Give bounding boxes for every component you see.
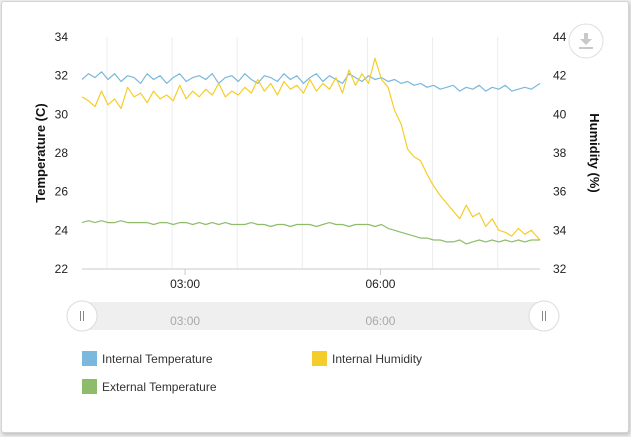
y-right-tick-label: 36 xyxy=(553,185,567,199)
legend-swatch xyxy=(312,351,327,366)
navigator-track[interactable] xyxy=(82,302,544,330)
legend-swatch xyxy=(82,351,97,366)
legend-item-external-temperature[interactable]: External Temperature xyxy=(82,379,217,394)
x-ticks: 03:00 06:00 xyxy=(170,269,396,291)
legend-label: Internal Temperature xyxy=(102,352,213,366)
y-right-tick-label: 32 xyxy=(553,262,567,276)
y-right-tick-label: 44 xyxy=(553,30,567,44)
y-right-tick-label: 42 xyxy=(553,69,567,83)
navigator-tick-label: 06:00 xyxy=(365,314,395,328)
y-left-tick-label: 32 xyxy=(55,69,69,83)
navigator-ticks: 03:00 06:00 xyxy=(170,314,396,328)
y-left-tick-label: 26 xyxy=(55,185,69,199)
grip-lines-icon xyxy=(80,311,84,321)
series-line-internal-temperature xyxy=(81,71,541,92)
y-left-tick-label: 22 xyxy=(55,262,69,276)
y-right-tick-label: 40 xyxy=(553,107,567,121)
grid-lines xyxy=(106,37,499,269)
y-left-tick-label: 30 xyxy=(55,107,69,121)
grip-lines-icon xyxy=(542,311,546,321)
navigator-right-handle[interactable] xyxy=(528,300,560,332)
legend-label: External Temperature xyxy=(102,380,217,394)
y-left-tick-label: 24 xyxy=(55,223,69,237)
download-button[interactable] xyxy=(568,23,604,59)
x-tick-label: 06:00 xyxy=(365,277,395,291)
series-lines xyxy=(81,57,541,245)
legend: Internal Temperature Internal Humidity E… xyxy=(82,351,422,394)
series-line-external-temperature xyxy=(81,220,540,245)
download-icon xyxy=(579,33,593,49)
y-left-ticks: 22 24 26 28 30 32 34 xyxy=(55,30,69,276)
x-tick-label: 03:00 xyxy=(170,277,200,291)
navigator-left-handle[interactable] xyxy=(66,300,98,332)
y-left-title: Temperature (C) xyxy=(33,103,48,202)
legend-item-internal-humidity[interactable]: Internal Humidity xyxy=(312,351,422,366)
y-right-ticks: 32 34 36 38 40 42 44 xyxy=(553,30,567,276)
y-right-tick-label: 38 xyxy=(553,146,567,160)
legend-label: Internal Humidity xyxy=(332,352,422,366)
y-right-title: Humidity (%) xyxy=(587,113,602,192)
navigator-tick-label: 03:00 xyxy=(170,314,200,328)
legend-item-internal-temperature[interactable]: Internal Temperature xyxy=(82,351,213,366)
y-right-tick-label: 34 xyxy=(553,223,567,237)
y-left-tick-label: 28 xyxy=(55,146,69,160)
legend-swatch xyxy=(82,379,97,394)
y-left-tick-label: 34 xyxy=(55,30,69,44)
series-line-internal-humidity xyxy=(81,57,541,241)
